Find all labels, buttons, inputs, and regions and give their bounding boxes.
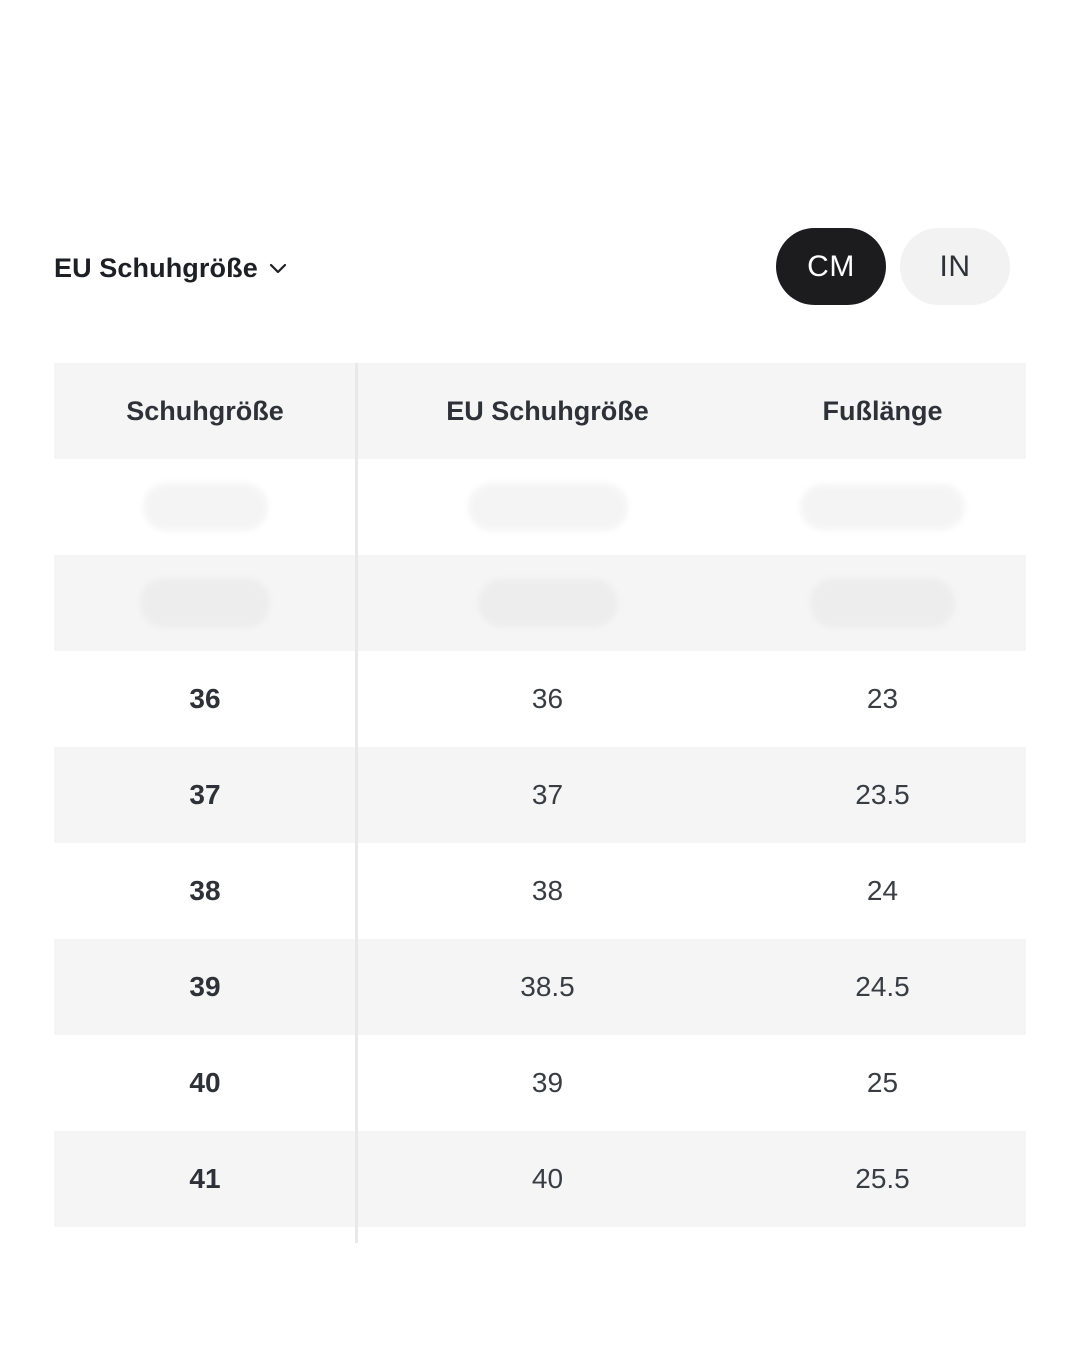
table-row: 37 37 23.5: [54, 747, 1026, 843]
loading-placeholder: [467, 483, 628, 531]
eu-size-cell: 36: [531, 683, 564, 714]
table-header-row: Schuhgröße EU Schuhgröße Fußlänge: [54, 363, 1026, 459]
foot-length-cell: 24.5: [855, 971, 910, 1002]
loading-placeholder: [477, 579, 618, 627]
unit-cm-button[interactable]: CM: [776, 228, 886, 305]
table-row: 38 38 24: [54, 843, 1026, 939]
shoe-size-cell: 39: [189, 971, 221, 1002]
foot-length-cell: 23.5: [855, 779, 910, 810]
loading-placeholder: [810, 578, 955, 628]
shoe-size-cell: 38: [189, 875, 221, 906]
table-row: 40 39 25: [54, 1035, 1026, 1131]
foot-length-cell: 25.5: [855, 1163, 910, 1194]
size-system-dropdown[interactable]: EU Schuhgröße: [54, 246, 288, 290]
foot-length-cell: 24: [866, 875, 899, 906]
loading-placeholder: [800, 484, 965, 530]
eu-size-cell: 38.5: [520, 971, 575, 1002]
eu-size-cell: 40: [531, 1163, 564, 1194]
size-system-label: EU Schuhgröße: [54, 252, 258, 283]
foot-length-cell: 25: [866, 1067, 899, 1098]
shoe-size-cell: 36: [189, 683, 221, 714]
header-eu-shoe-size: EU Schuhgröße: [446, 395, 649, 426]
header-shoe-size: Schuhgröße: [126, 395, 284, 426]
chevron-down-icon: [268, 258, 288, 278]
column-divider: [355, 363, 358, 1243]
loading-placeholder: [142, 483, 268, 531]
shoe-size-cell: 37: [189, 779, 221, 810]
unit-toggle: CM IN: [776, 228, 1010, 305]
loading-placeholder: [140, 578, 270, 628]
shoe-size-cell: 41: [189, 1163, 221, 1194]
table-row: 39 38.5 24.5: [54, 939, 1026, 1035]
loading-placeholder-row: [54, 555, 1026, 651]
eu-size-cell: 38: [531, 875, 564, 906]
shoe-size-cell: 40: [189, 1067, 221, 1098]
eu-size-cell: 37: [531, 779, 564, 810]
loading-placeholder-row: [54, 459, 1026, 555]
table-row: 41 40 25.5: [54, 1131, 1026, 1227]
eu-size-cell: 39: [531, 1067, 564, 1098]
header-foot-length: Fußlänge: [822, 395, 943, 426]
size-table: Schuhgröße EU Schuhgröße Fußlänge 36 36 …: [54, 363, 1026, 1227]
unit-in-button[interactable]: IN: [900, 228, 1010, 305]
foot-length-cell: 23: [866, 683, 899, 714]
table-row: 36 36 23: [54, 651, 1026, 747]
